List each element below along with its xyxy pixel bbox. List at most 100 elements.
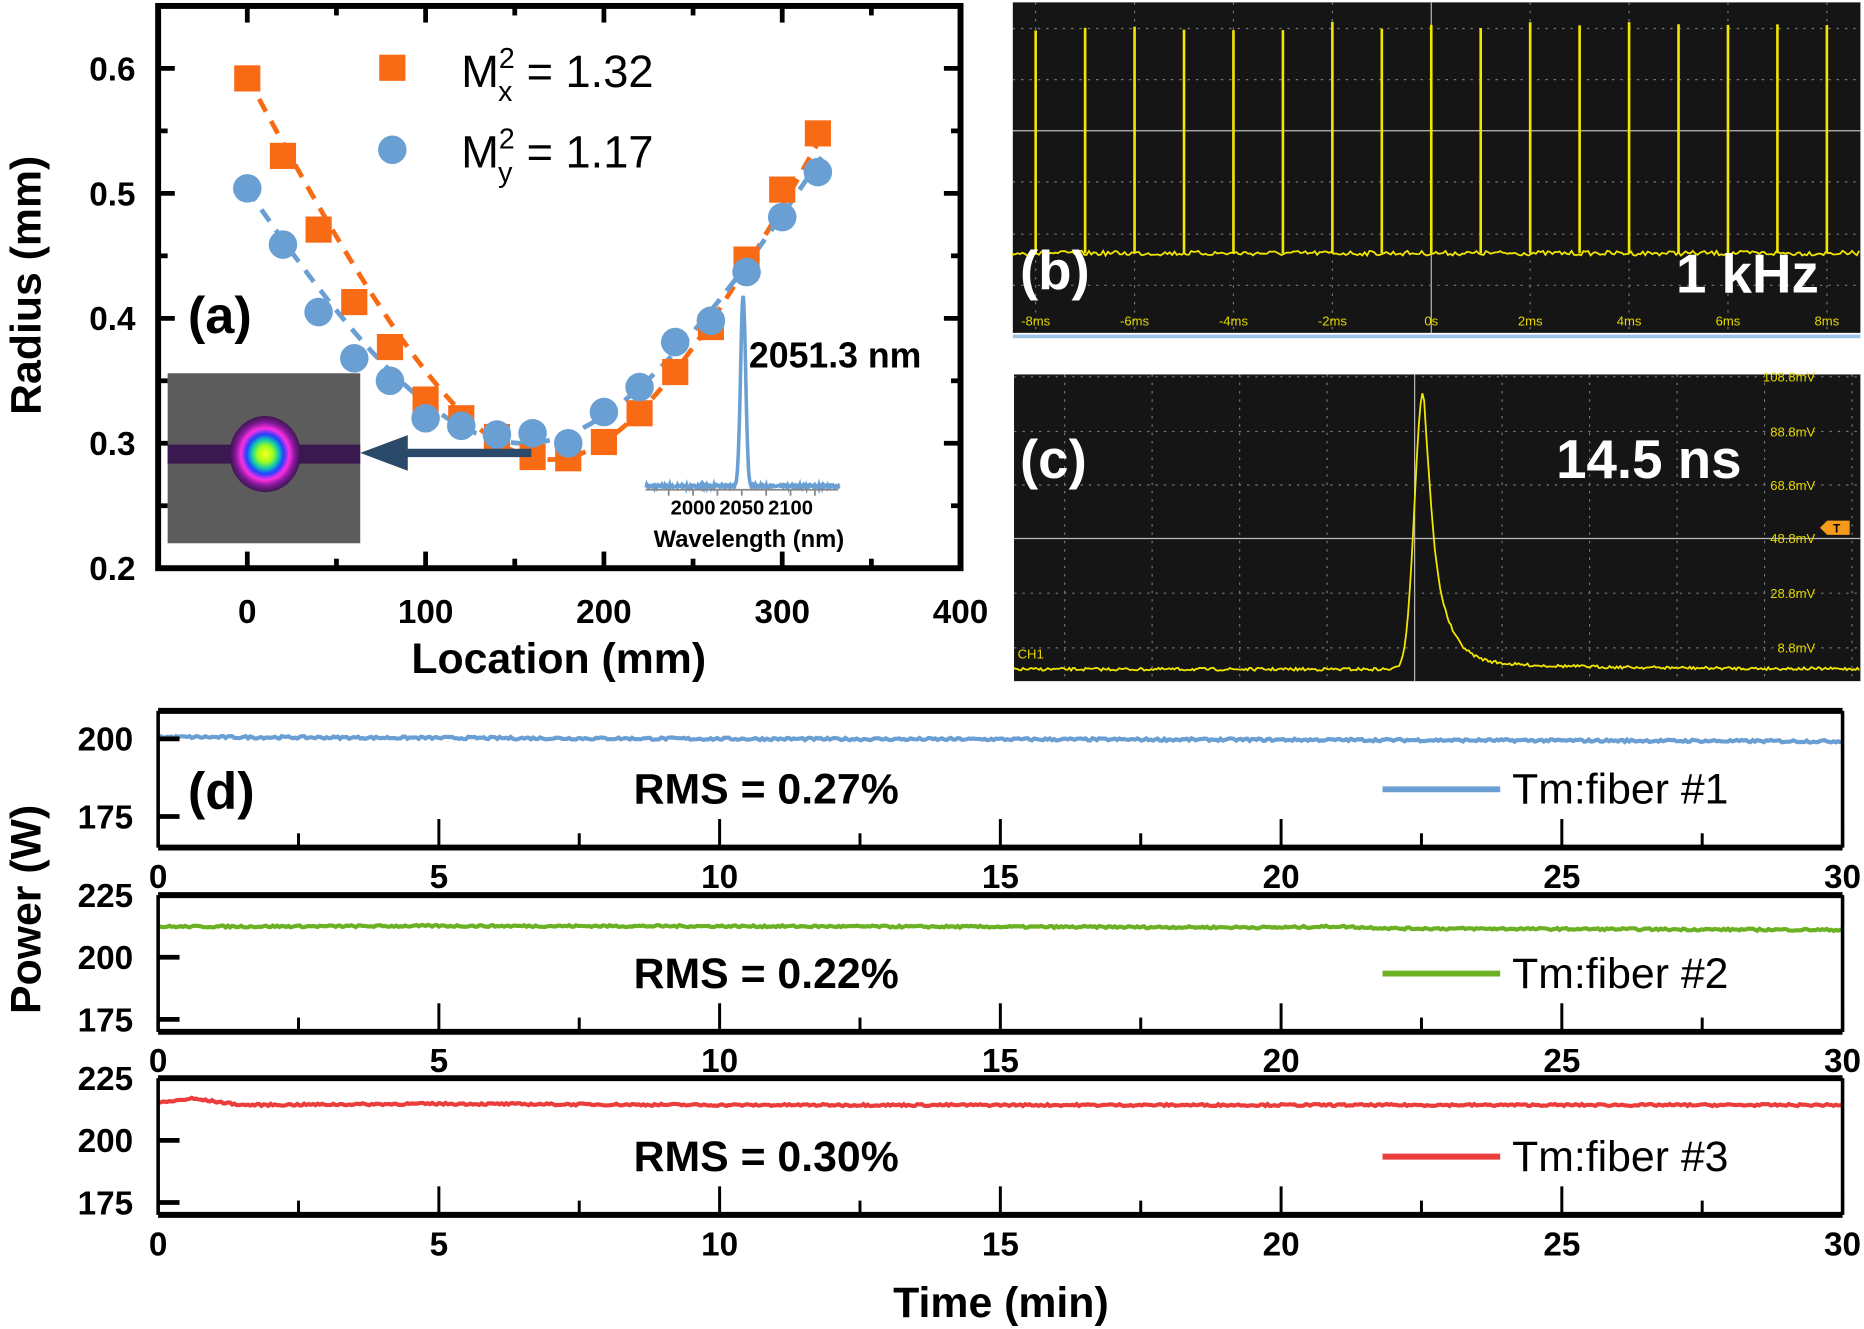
y-tick-label: 0.4	[89, 301, 136, 338]
data-point-my	[660, 327, 690, 357]
y-tick-label: 225	[78, 1061, 134, 1098]
panel-a-beam-quality: 0 100 200 300 400 0.2 0.3 0.4 0.5 0.6 Location (m…	[2, 2, 989, 683]
x-tick-label: 0	[238, 594, 257, 631]
x-tick-label: 20	[1263, 859, 1300, 896]
power-trace	[157, 922, 1843, 934]
spectrum-x-axis-title: Wavelength (nm)	[654, 526, 845, 553]
y-tick-label: 175	[78, 1002, 134, 1039]
data-point-mx	[376, 333, 404, 361]
rms-label: RMS = 0.22%	[634, 950, 899, 998]
legend-label: Tm:fiber #3	[1512, 1133, 1728, 1181]
spectrum-x-tick-label: 2050	[719, 498, 764, 520]
spectrum-inset: 2000 2050 2100	[644, 295, 841, 520]
power-subplot-3: 0 5 10 15 20 25 30 175 200 225 RMS = 0.30% Tm:fiber…	[78, 1061, 1861, 1263]
panel-b-pulse-train: -8ms -6ms -4ms -2ms 0s 2ms 4ms 6ms 8ms (b) 1 kHz	[1011, 2, 1861, 339]
y-tick-label: 0.2	[89, 551, 135, 588]
y-tick-label: 8.8mV	[1777, 641, 1815, 656]
y-tick-label: 108.8mV	[1763, 370, 1816, 385]
y-tick-label: 200	[78, 940, 134, 977]
x-tick-label: 25	[1543, 1226, 1580, 1263]
arrow	[360, 435, 532, 471]
fit-curve-my	[245, 155, 824, 446]
panel-b-label: (b)	[1020, 239, 1090, 301]
x-tick-label: 5	[430, 1226, 449, 1263]
scope-baseline-noise	[1011, 249, 1860, 258]
x-tick-label: 5	[430, 1043, 449, 1080]
x-tick-label: 10	[701, 1226, 738, 1263]
channel-label: CH1	[1018, 647, 1044, 662]
panel-b-scope-trace: -8ms -6ms -4ms -2ms 0s 2ms 4ms 6ms 8ms	[1011, 2, 1861, 333]
data-point-my	[732, 257, 761, 287]
data-point-my	[268, 230, 298, 259]
spectrum-x-tick-label: 2000	[671, 498, 716, 520]
legend-circle-marker	[378, 135, 407, 165]
data-point-my	[375, 366, 405, 396]
legend-square-marker	[379, 54, 406, 81]
x-tick-label: 25	[1543, 1043, 1580, 1080]
data-point-my	[589, 397, 619, 427]
x-tick-label: 2ms	[1518, 314, 1543, 329]
data-point-my	[803, 157, 833, 187]
x-tick-label: -8ms	[1021, 314, 1050, 329]
legend-mx: M2 x = 1.32	[379, 43, 653, 108]
pulse-trace	[1013, 393, 1860, 673]
data-point-my	[304, 297, 333, 327]
panel-d-x-axis-title: Time (min)	[893, 1279, 1109, 1327]
x-tick-label: 15	[982, 859, 1019, 896]
x-tick-label: 10	[701, 1043, 738, 1080]
x-tick-label: 15	[982, 1226, 1019, 1263]
x-tick-label: 6ms	[1716, 314, 1741, 329]
y-tick-label: 48.8mV	[1770, 531, 1815, 546]
x-tick-label: -6ms	[1120, 314, 1149, 329]
data-point-my	[233, 174, 262, 203]
data-point-mx	[269, 142, 297, 169]
legend-my-text: M2 y = 1.17	[461, 124, 653, 189]
data-point-mx	[662, 358, 689, 386]
panel-c-label: (c)	[1020, 428, 1087, 490]
legend-label: Tm:fiber #1	[1512, 766, 1728, 814]
data-point-mx	[590, 428, 617, 456]
panel-c-scope-trace: 108.8mV 88.8mV 68.8mV 48.8mV 28.8mV 8.8mV	[1013, 370, 1861, 682]
y-tick-label: 0.5	[89, 176, 135, 213]
y-tick-label: 175	[78, 799, 134, 836]
panel-a-x-axis-title: Location (mm)	[411, 635, 706, 683]
repetition-rate-label: 1 kHz	[1676, 242, 1819, 304]
x-tick-label: 0	[149, 1226, 168, 1263]
x-tick-label: 400	[933, 594, 989, 631]
power-subplot-2: 0 5 10 15 20 25 30 175 200 225 RMS = 0.22% Tm:fiber…	[78, 878, 1861, 1080]
panel-d-label: (d)	[188, 762, 255, 820]
x-tick-label: 8ms	[1815, 314, 1840, 329]
legend-mx-text: M2 x = 1.32	[461, 43, 653, 108]
trigger-marker: T	[1819, 520, 1850, 536]
x-tick-label: 0s	[1424, 314, 1438, 329]
data-point-mx	[626, 400, 653, 427]
x-tick-label: 30	[1824, 859, 1861, 896]
data-point-mx	[305, 216, 332, 243]
power-trace	[156, 733, 1843, 745]
data-point-my	[518, 419, 547, 448]
spectrum-line	[644, 295, 841, 495]
x-tick-label: 30	[1824, 1043, 1861, 1080]
pulse-width-label: 14.5 ns	[1556, 428, 1741, 490]
x-tick-label: 25	[1543, 859, 1580, 896]
x-tick-label: 100	[398, 594, 454, 631]
x-tick-label: 20	[1263, 1226, 1300, 1263]
data-point-mx	[341, 288, 368, 316]
panel-a-label: (a)	[188, 287, 252, 345]
y-tick-label: 0.3	[89, 426, 135, 463]
panel-d-y-axis-title: Power (W)	[2, 805, 50, 1014]
x-tick-label: 0	[149, 859, 168, 896]
x-tick-label: 5	[430, 859, 449, 896]
data-point-my	[482, 420, 512, 449]
y-tick-label: 200	[78, 1123, 134, 1160]
x-tick-label: 4ms	[1617, 314, 1642, 329]
power-trace	[157, 1095, 1844, 1109]
y-tick-label: 175	[78, 1185, 134, 1222]
data-point-mx	[804, 120, 831, 147]
y-tick-label: 88.8mV	[1770, 424, 1815, 439]
data-point-my	[553, 428, 583, 458]
data-point-my	[696, 306, 726, 336]
legend-my: M2 y = 1.17	[378, 124, 653, 189]
